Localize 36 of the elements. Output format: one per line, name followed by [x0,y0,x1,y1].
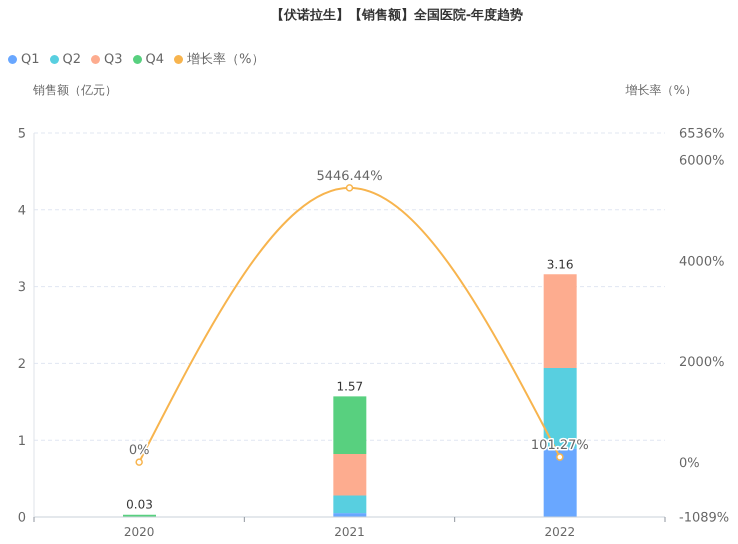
chart-title: 【伏诺拉生】【销售额】全国医院-年度趋势 [270,6,524,24]
y2-tick-label: 6000% [679,154,724,169]
point [135,458,143,466]
bar [333,513,366,517]
legend-label: Q3 [104,52,123,67]
y2-tick-label: 6536% [679,126,724,142]
y2-tick-label: 2000% [679,355,724,370]
legend-label: Q2 [62,52,82,67]
y-axis-title: 销售额（亿元） [33,82,117,99]
bar [544,274,577,368]
bar [333,396,366,454]
y2-tick-label: -1089% [679,510,730,526]
total-label: 1.57 [336,379,364,394]
x-tick-label: 2021 [334,525,365,539]
legend-label: 增长率（%） [187,52,264,67]
y-tick-label: 1 [18,434,26,449]
y-tick-label: 0 [18,510,26,526]
data-label: 5446.44% [316,168,383,184]
legend-label: Q1 [21,52,40,67]
y2-axis-title: 增长率（%） [626,82,697,99]
point [346,184,354,192]
point [556,453,564,461]
y2-tick-label: 4000% [679,254,724,270]
legend-label: Q4 [146,52,164,67]
bar [333,454,366,496]
bar [544,448,577,517]
total-label: 0.03 [126,498,153,512]
y-tick-label: 4 [18,203,26,218]
y-tick-label: 3 [18,280,26,296]
y-tick-label: 5 [18,126,26,142]
y2-tick-label: 0% [679,456,700,471]
total-label: 3.16 [546,257,574,272]
bar [333,495,366,514]
y-tick-label: 2 [18,357,26,372]
x-tick-label: 2020 [124,525,154,539]
x-tick-label: 2022 [544,525,576,539]
